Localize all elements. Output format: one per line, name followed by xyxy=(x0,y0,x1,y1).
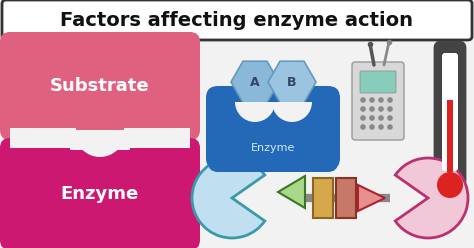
Circle shape xyxy=(369,106,375,112)
Circle shape xyxy=(387,124,393,130)
Bar xyxy=(447,100,453,172)
Circle shape xyxy=(378,97,384,103)
Circle shape xyxy=(437,172,463,198)
Circle shape xyxy=(434,169,466,201)
FancyBboxPatch shape xyxy=(352,62,404,140)
Text: B: B xyxy=(287,75,297,89)
Wedge shape xyxy=(192,158,265,238)
Circle shape xyxy=(387,115,393,121)
Text: Substrate: Substrate xyxy=(50,77,150,95)
FancyBboxPatch shape xyxy=(442,53,458,171)
Circle shape xyxy=(387,97,393,103)
FancyBboxPatch shape xyxy=(208,102,338,172)
Polygon shape xyxy=(268,61,316,103)
Circle shape xyxy=(378,106,384,112)
Circle shape xyxy=(378,124,384,130)
Wedge shape xyxy=(395,158,468,238)
FancyBboxPatch shape xyxy=(10,148,70,154)
Circle shape xyxy=(369,97,375,103)
Bar xyxy=(336,178,356,218)
Wedge shape xyxy=(76,106,124,130)
Circle shape xyxy=(369,115,375,121)
Circle shape xyxy=(369,124,375,130)
Circle shape xyxy=(360,106,366,112)
FancyBboxPatch shape xyxy=(2,0,472,40)
Text: Enzyme: Enzyme xyxy=(61,185,139,203)
FancyBboxPatch shape xyxy=(360,71,396,93)
Wedge shape xyxy=(76,106,124,130)
FancyBboxPatch shape xyxy=(0,138,200,248)
FancyBboxPatch shape xyxy=(206,86,340,170)
Polygon shape xyxy=(231,61,279,103)
Wedge shape xyxy=(235,102,275,122)
FancyBboxPatch shape xyxy=(435,42,465,186)
Circle shape xyxy=(378,115,384,121)
Polygon shape xyxy=(278,176,305,208)
Wedge shape xyxy=(272,102,312,122)
Circle shape xyxy=(360,115,366,121)
Bar xyxy=(313,178,333,218)
FancyBboxPatch shape xyxy=(130,148,190,154)
Bar xyxy=(10,128,190,150)
Circle shape xyxy=(360,124,366,130)
Text: Enzyme: Enzyme xyxy=(251,143,295,153)
Text: A: A xyxy=(250,75,260,89)
FancyBboxPatch shape xyxy=(0,32,200,140)
Circle shape xyxy=(360,97,366,103)
Text: Factors affecting enzyme action: Factors affecting enzyme action xyxy=(61,10,413,30)
Wedge shape xyxy=(75,132,125,157)
Circle shape xyxy=(387,106,393,112)
Polygon shape xyxy=(358,185,385,211)
